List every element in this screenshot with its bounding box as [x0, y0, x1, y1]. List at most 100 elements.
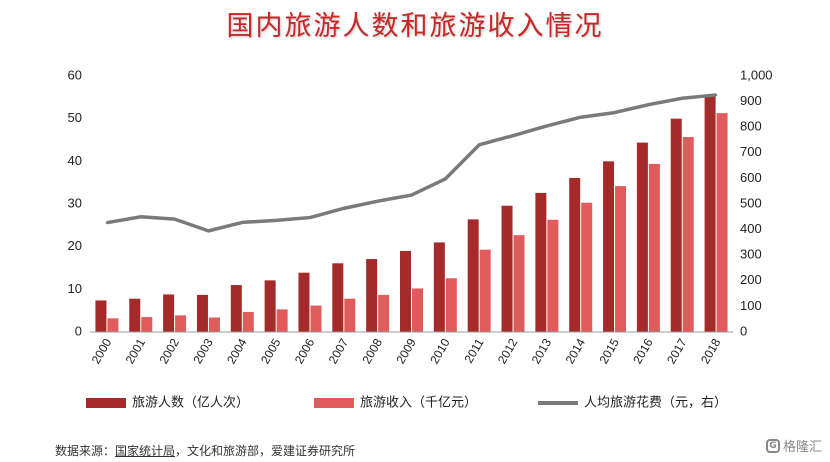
x-tick-label: 2010: [427, 336, 453, 366]
y-right-tick-label: 600: [740, 170, 762, 185]
bar-revenue-2018: [716, 113, 728, 333]
x-tick-label: 2001: [123, 336, 149, 366]
x-tick-label: 2016: [630, 336, 656, 366]
x-tick-label: 2000: [89, 336, 115, 366]
y-right-tick-label: 400: [740, 221, 762, 236]
bar-people-2002: [163, 294, 175, 332]
x-tick-label: 2013: [529, 336, 555, 366]
x-tick-label: 2014: [563, 336, 589, 366]
bar-revenue-2009: [412, 288, 423, 332]
bar-revenue-2007: [344, 298, 356, 332]
x-tick-label: 2007: [326, 336, 352, 366]
x-tick-label: 2012: [495, 336, 521, 366]
bar-people-2018: [704, 95, 716, 332]
line-layer: [105, 93, 718, 233]
bar-people-2009: [400, 250, 411, 332]
bar-people-2011: [467, 219, 479, 332]
y-right-tick-label: 1,000: [740, 67, 773, 82]
bar-people-2013: [535, 192, 547, 332]
bar-people-2005: [264, 280, 276, 332]
bar-revenue-2011: [479, 249, 491, 332]
legend: 旅游人数（亿人次） 旅游收入（千亿元） 人均旅游花费（元，右）: [86, 395, 727, 411]
line-point-2007: [342, 207, 346, 210]
y-right-tick-label: 800: [740, 119, 762, 134]
line-point-2000: [105, 221, 109, 224]
legend-label-people: 旅游人数（亿人次）: [132, 395, 249, 411]
chart-svg: 2000 2001 2002 2003 2004 2005 2006 2007 2008 2009…: [68, 67, 773, 411]
legend-label-revenue: 旅游收入（千亿元）: [360, 396, 477, 411]
y-right-tick-label: 200: [740, 272, 762, 287]
bar-revenue-2017: [682, 137, 694, 332]
bar-people-2007: [332, 263, 344, 332]
bar-people-2012: [501, 205, 513, 332]
y-left-tick-label: 60: [68, 67, 82, 82]
bar-people-2010: [433, 242, 445, 332]
bar-people-2003: [196, 294, 208, 332]
line-point-2010: [444, 177, 447, 181]
source-org: 国家统计局: [115, 444, 176, 458]
watermark: G 格隆汇: [765, 436, 822, 455]
watermark-logo-icon: G: [765, 438, 780, 453]
line-point-2002: [173, 217, 176, 221]
bar-people-2014: [569, 177, 581, 332]
bar-revenue-2005: [276, 309, 288, 332]
y-left-tick-label: 40: [68, 153, 82, 168]
bar-people-2004: [230, 285, 242, 332]
legend-swatch-revenue: [314, 398, 354, 408]
x-tick-label: 2011: [461, 336, 486, 366]
chart-title: 国内旅游人数和旅游收入情况: [226, 11, 604, 42]
bar-people-2017: [670, 118, 682, 333]
y-left-tick-label: 20: [68, 238, 82, 253]
y-right-tick-label: 700: [740, 144, 762, 159]
bar-revenue-2004: [242, 311, 254, 332]
bar-people-2015: [603, 161, 615, 332]
line-point-2008: [376, 199, 379, 203]
line-point-2015: [613, 111, 616, 114]
bar-people-2001: [129, 298, 141, 332]
x-tick-label: 2009: [393, 336, 419, 366]
line-point-2003: [207, 229, 210, 233]
x-tick-label: 2017: [664, 336, 690, 366]
y-right-tick-label: 300: [740, 247, 762, 262]
bar-revenue-2013: [547, 219, 559, 332]
bar-revenue-2006: [310, 305, 322, 332]
bar-revenue-2010: [445, 278, 457, 332]
x-tick-label: 2015: [596, 336, 622, 366]
bar-people-2006: [298, 272, 310, 332]
x-tick-label: 2002: [156, 336, 182, 366]
bar-people-2008: [366, 259, 378, 332]
line-point-2005: [274, 219, 278, 222]
source-note: 数据来源：国家统计局，文化和旅游部，爱建证券研究所: [55, 442, 355, 459]
line-point-2004: [241, 221, 244, 224]
x-tick-label: 2006: [292, 336, 318, 366]
source-label: 数据来源：: [55, 444, 116, 458]
bar-people-2016: [636, 142, 648, 332]
x-tick-label: 2008: [360, 336, 386, 366]
bar-revenue-2012: [513, 235, 525, 332]
bar-revenue-2002: [175, 315, 187, 332]
line-point-2016: [647, 103, 650, 106]
bar-revenue-2003: [208, 317, 220, 332]
y-left-tick-label: 50: [68, 110, 82, 125]
line-point-2013: [545, 124, 549, 128]
y-right-tick-label: 100: [740, 298, 762, 313]
y-left-tick-label: 30: [68, 195, 82, 210]
line-point-2006: [308, 216, 312, 219]
bar-layer: [95, 95, 728, 333]
watermark-text: 格隆汇: [782, 440, 822, 455]
bar-people-2000: [95, 300, 107, 332]
line-point-2017: [681, 97, 684, 100]
line-point-2014: [579, 116, 582, 119]
y-right-tick-label: 500: [740, 195, 762, 210]
legend-label-spend: 人均旅游花费（元，右）: [584, 395, 727, 411]
line-point-2018: [714, 93, 718, 97]
bar-revenue-2001: [141, 317, 153, 332]
x-tick-label: 2018: [698, 336, 724, 366]
legend-swatch-people: [86, 398, 126, 408]
x-tick-label: 2003: [190, 336, 216, 366]
x-tick-label: 2005: [258, 336, 284, 366]
bar-revenue-2016: [648, 163, 660, 332]
line-point-2012: [511, 134, 515, 137]
line-point-2009: [410, 193, 413, 197]
bar-revenue-2008: [378, 294, 390, 332]
